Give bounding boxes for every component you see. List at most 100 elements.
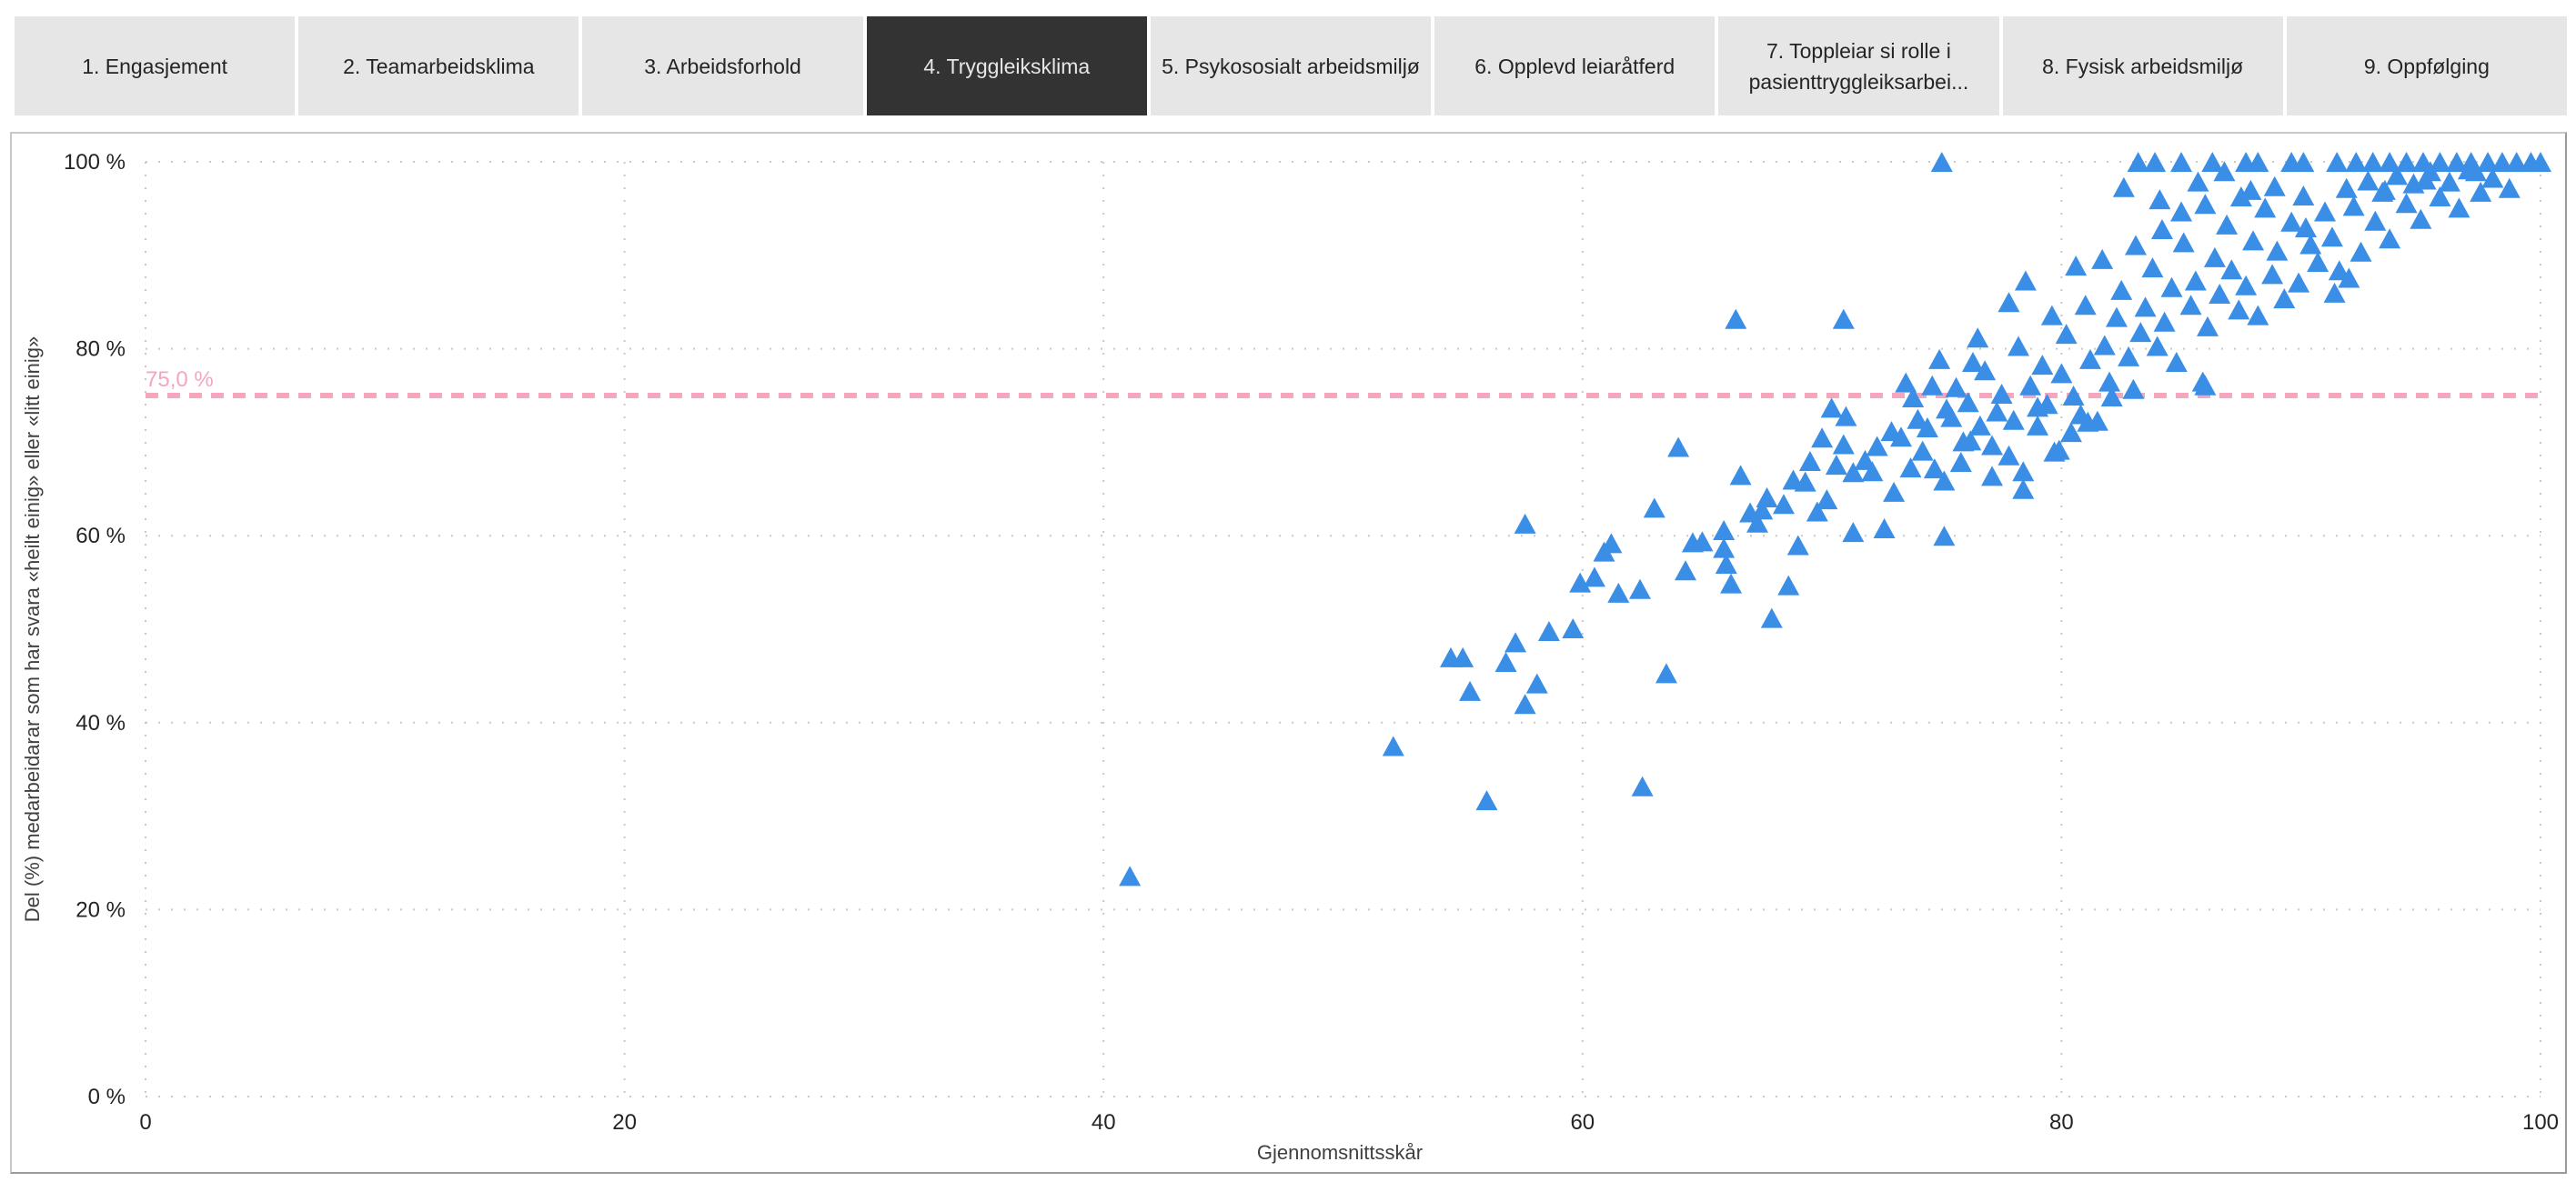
triangle-marker (1880, 421, 1903, 442)
triangle-marker (1940, 406, 1963, 427)
triangle-marker (2328, 260, 2350, 281)
x-tick-label: 80 (2049, 1110, 2074, 1135)
triangle-marker (1798, 450, 1821, 471)
triangle-marker (2160, 276, 2183, 297)
y-axis-title: Del (%) medarbeidarar som har svara «hei… (21, 336, 44, 922)
x-tick-label: 0 (139, 1110, 151, 1135)
triangle-marker (1628, 578, 1651, 599)
triangle-marker (2213, 161, 2236, 182)
triangle-marker (2098, 371, 2121, 392)
triangle-marker (1782, 469, 1805, 490)
x-tick-label: 20 (612, 1110, 637, 1135)
triangle-marker (1974, 360, 1997, 381)
triangle-marker (2187, 171, 2209, 192)
triangle-marker (1895, 372, 1917, 393)
triangle-marker (2335, 177, 2358, 198)
triangle-marker (1725, 308, 1747, 329)
triangle-marker (1713, 520, 1736, 541)
triangle-marker (2014, 270, 2037, 291)
triangle-marker (2342, 195, 2365, 216)
triangle-marker (2326, 152, 2349, 172)
triangle-marker (2040, 305, 2063, 326)
triangle-marker (2429, 152, 2451, 172)
x-axis-title: Gjennomsnittsskår (1257, 1141, 1423, 1164)
triangle-marker (2280, 211, 2303, 232)
triangle-marker (2100, 386, 2123, 407)
triangle-marker (2373, 179, 2396, 200)
triangle-marker (1713, 537, 1736, 558)
triangle-marker (2379, 228, 2401, 249)
triangle-marker (1921, 375, 1944, 396)
tab-oppfolging[interactable]: 9. Oppfølging (2286, 16, 2567, 115)
triangle-marker (2294, 216, 2317, 237)
triangle-marker (1923, 458, 1946, 479)
triangle-marker (1861, 461, 1884, 482)
triangle-marker (2148, 189, 2171, 210)
tab-tryggleiksklima[interactable]: 4. Tryggleiksklima (866, 16, 1147, 115)
x-tick-label: 100 (2522, 1110, 2559, 1135)
triangle-marker (1928, 348, 1951, 369)
triangle-marker (1961, 351, 1984, 372)
tab-engasjement[interactable]: 1. Engasjement (15, 16, 296, 115)
triangle-marker (2247, 152, 2269, 172)
triangle-marker (2048, 439, 2070, 460)
triangle-marker (2197, 316, 2219, 336)
triangle-marker (1889, 426, 1912, 447)
data-points (1119, 152, 2551, 886)
tab-fysisk-arbeidsmiljo[interactable]: 8. Fysisk arbeidsmiljø (2002, 16, 2283, 115)
triangle-marker (2125, 235, 2148, 255)
tab-teamarbeidsklima[interactable]: 2. Teamarbeidsklima (298, 16, 579, 115)
triangle-marker (1514, 694, 1536, 715)
triangle-marker (2379, 152, 2401, 172)
tab-psykososialt-arbeidsmiljo[interactable]: 5. Psykososialt arbeidsmiljø (1150, 16, 1432, 115)
triangle-marker (1756, 487, 1778, 508)
triangle-marker (2445, 152, 2468, 172)
tab-opplevd-leiaratferd[interactable]: 6. Opplevd leiaråtferd (1434, 16, 1716, 115)
triangle-marker (1569, 572, 1592, 593)
triangle-marker (2299, 234, 2322, 255)
triangle-marker (1981, 466, 2004, 486)
triangle-marker (1746, 512, 1769, 533)
triangle-marker (1514, 513, 1536, 534)
triangle-marker (1930, 152, 1953, 172)
triangle-marker (1842, 462, 1865, 483)
triangle-marker (2314, 201, 2337, 222)
triangle-marker (1957, 392, 1979, 413)
triangle-marker (2429, 186, 2451, 207)
triangle-marker (2002, 409, 2025, 430)
tab-toppleiar-rolle[interactable]: 7. Toppleiar si rolle i pasienttryggleik… (1718, 16, 1999, 115)
triangle-marker (1907, 408, 1929, 429)
triangle-marker (1899, 457, 1922, 478)
triangle-marker (2505, 152, 2528, 172)
triangle-marker (2438, 171, 2460, 192)
triangle-marker (1655, 663, 1677, 684)
triangle-marker (1902, 387, 1925, 408)
triangle-marker (1643, 497, 1665, 518)
triangle-marker (2065, 255, 2088, 276)
triangle-marker (2220, 259, 2243, 280)
tab-arbeidsforhold[interactable]: 3. Arbeidsforhold (582, 16, 863, 115)
triangle-marker (2530, 152, 2551, 172)
triangle-marker (2144, 152, 2167, 172)
triangle-marker (1933, 526, 1956, 546)
triangle-marker (1537, 621, 1560, 642)
triangle-marker (2261, 264, 2284, 285)
triangle-marker (2118, 346, 2140, 366)
triangle-marker (2395, 152, 2418, 172)
triangle-marker (1452, 646, 1474, 667)
triangle-marker (2338, 267, 2360, 288)
triangle-marker (2153, 311, 2176, 332)
triangle-marker (1986, 401, 2008, 422)
triangle-marker (2266, 240, 2289, 261)
triangle-marker (1967, 327, 1989, 348)
triangle-marker (2091, 248, 2114, 269)
triangle-marker (1949, 451, 1972, 472)
triangle-marker (2012, 461, 2035, 482)
triangle-marker (2201, 152, 2224, 172)
triangle-marker (1945, 376, 1967, 397)
triangle-marker (2235, 275, 2258, 296)
page-tab-bar: 1. Engasjement 2. Teamarbeidsklima 3. Ar… (15, 16, 2567, 115)
triangle-marker (2490, 152, 2513, 172)
triangle-marker (2007, 336, 2030, 356)
